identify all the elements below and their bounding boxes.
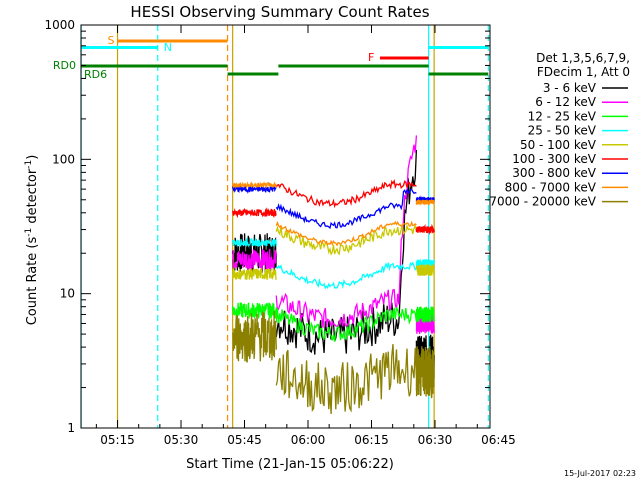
series-line-3 <box>232 236 435 290</box>
series-line-2 <box>232 302 435 342</box>
x-axis-ticks: 05:15 05:30 05:45 06:00 06:15 06:30 06:45 <box>95 25 516 447</box>
flag-rd6-label: RD6 <box>84 68 107 81</box>
flag-s-label: S <box>108 34 115 47</box>
legend-label-8: 7000 - 20000 keV <box>489 195 596 209</box>
x-tick-label-6: 06:45 <box>481 433 516 447</box>
legend-label-2: 12 - 25 keV <box>528 109 597 123</box>
flag-f-label: F <box>368 51 374 64</box>
x-axis-label: Start Time (21-Jan-15 05:06:22) <box>186 457 394 472</box>
legend-label-7: 800 - 7000 keV <box>505 180 597 194</box>
y-tick-label-3: 1000 <box>44 18 75 32</box>
legend-label-3: 25 - 50 keV <box>528 124 597 138</box>
x-tick-label-3: 06:00 <box>291 433 326 447</box>
legend-label-1: 6 - 12 keV <box>535 95 597 109</box>
x-tick-label-1: 05:30 <box>164 433 199 447</box>
legend: Det 1,3,5,6,7,9, FDecim 1, Att 0 3 - 6 k… <box>489 51 630 209</box>
y-tick-label-1: 10 <box>60 287 75 301</box>
y-tick-label-0: 1 <box>67 421 75 435</box>
legend-label-4: 50 - 100 keV <box>520 138 597 152</box>
chart-title: HESSI Observing Summary Count Rates <box>130 3 429 21</box>
y-tick-label-2: 100 <box>52 152 75 166</box>
legend-label-0: 3 - 6 keV <box>543 81 597 95</box>
series-line-5 <box>232 178 435 235</box>
x-tick-label-0: 05:15 <box>100 433 135 447</box>
x-tick-label-5: 06:30 <box>418 433 453 447</box>
legend-header-1: Det 1,3,5,6,7,9, <box>536 51 630 65</box>
x-tick-label-2: 05:45 <box>227 433 262 447</box>
plot-area: S N F RD0 RD6 05:15 05:30 05:45 06:00 06:15 06:30… <box>44 18 515 447</box>
flag-n-label: N <box>164 41 172 54</box>
y-axis-label: Count Rate (s-1 detector-1) <box>24 155 40 326</box>
footer-timestamp: 15-Jul-2017 02:23 <box>564 469 636 478</box>
legend-label-5: 100 - 300 keV <box>512 152 596 166</box>
flag-bars: S N F RD0 RD6 <box>53 34 489 81</box>
legend-label-6: 300 - 800 keV <box>512 166 596 180</box>
x-tick-label-4: 06:15 <box>354 433 389 447</box>
series-group <box>232 135 435 415</box>
series-line-7 <box>232 181 435 247</box>
legend-header-2: FDecim 1, Att 0 <box>537 65 630 79</box>
y-axis-ticks: 1 10 100 1000 <box>44 18 490 435</box>
flag-rd0-label: RD0 <box>53 59 76 72</box>
plot-frame <box>80 24 491 429</box>
series-line-8 <box>232 311 435 415</box>
